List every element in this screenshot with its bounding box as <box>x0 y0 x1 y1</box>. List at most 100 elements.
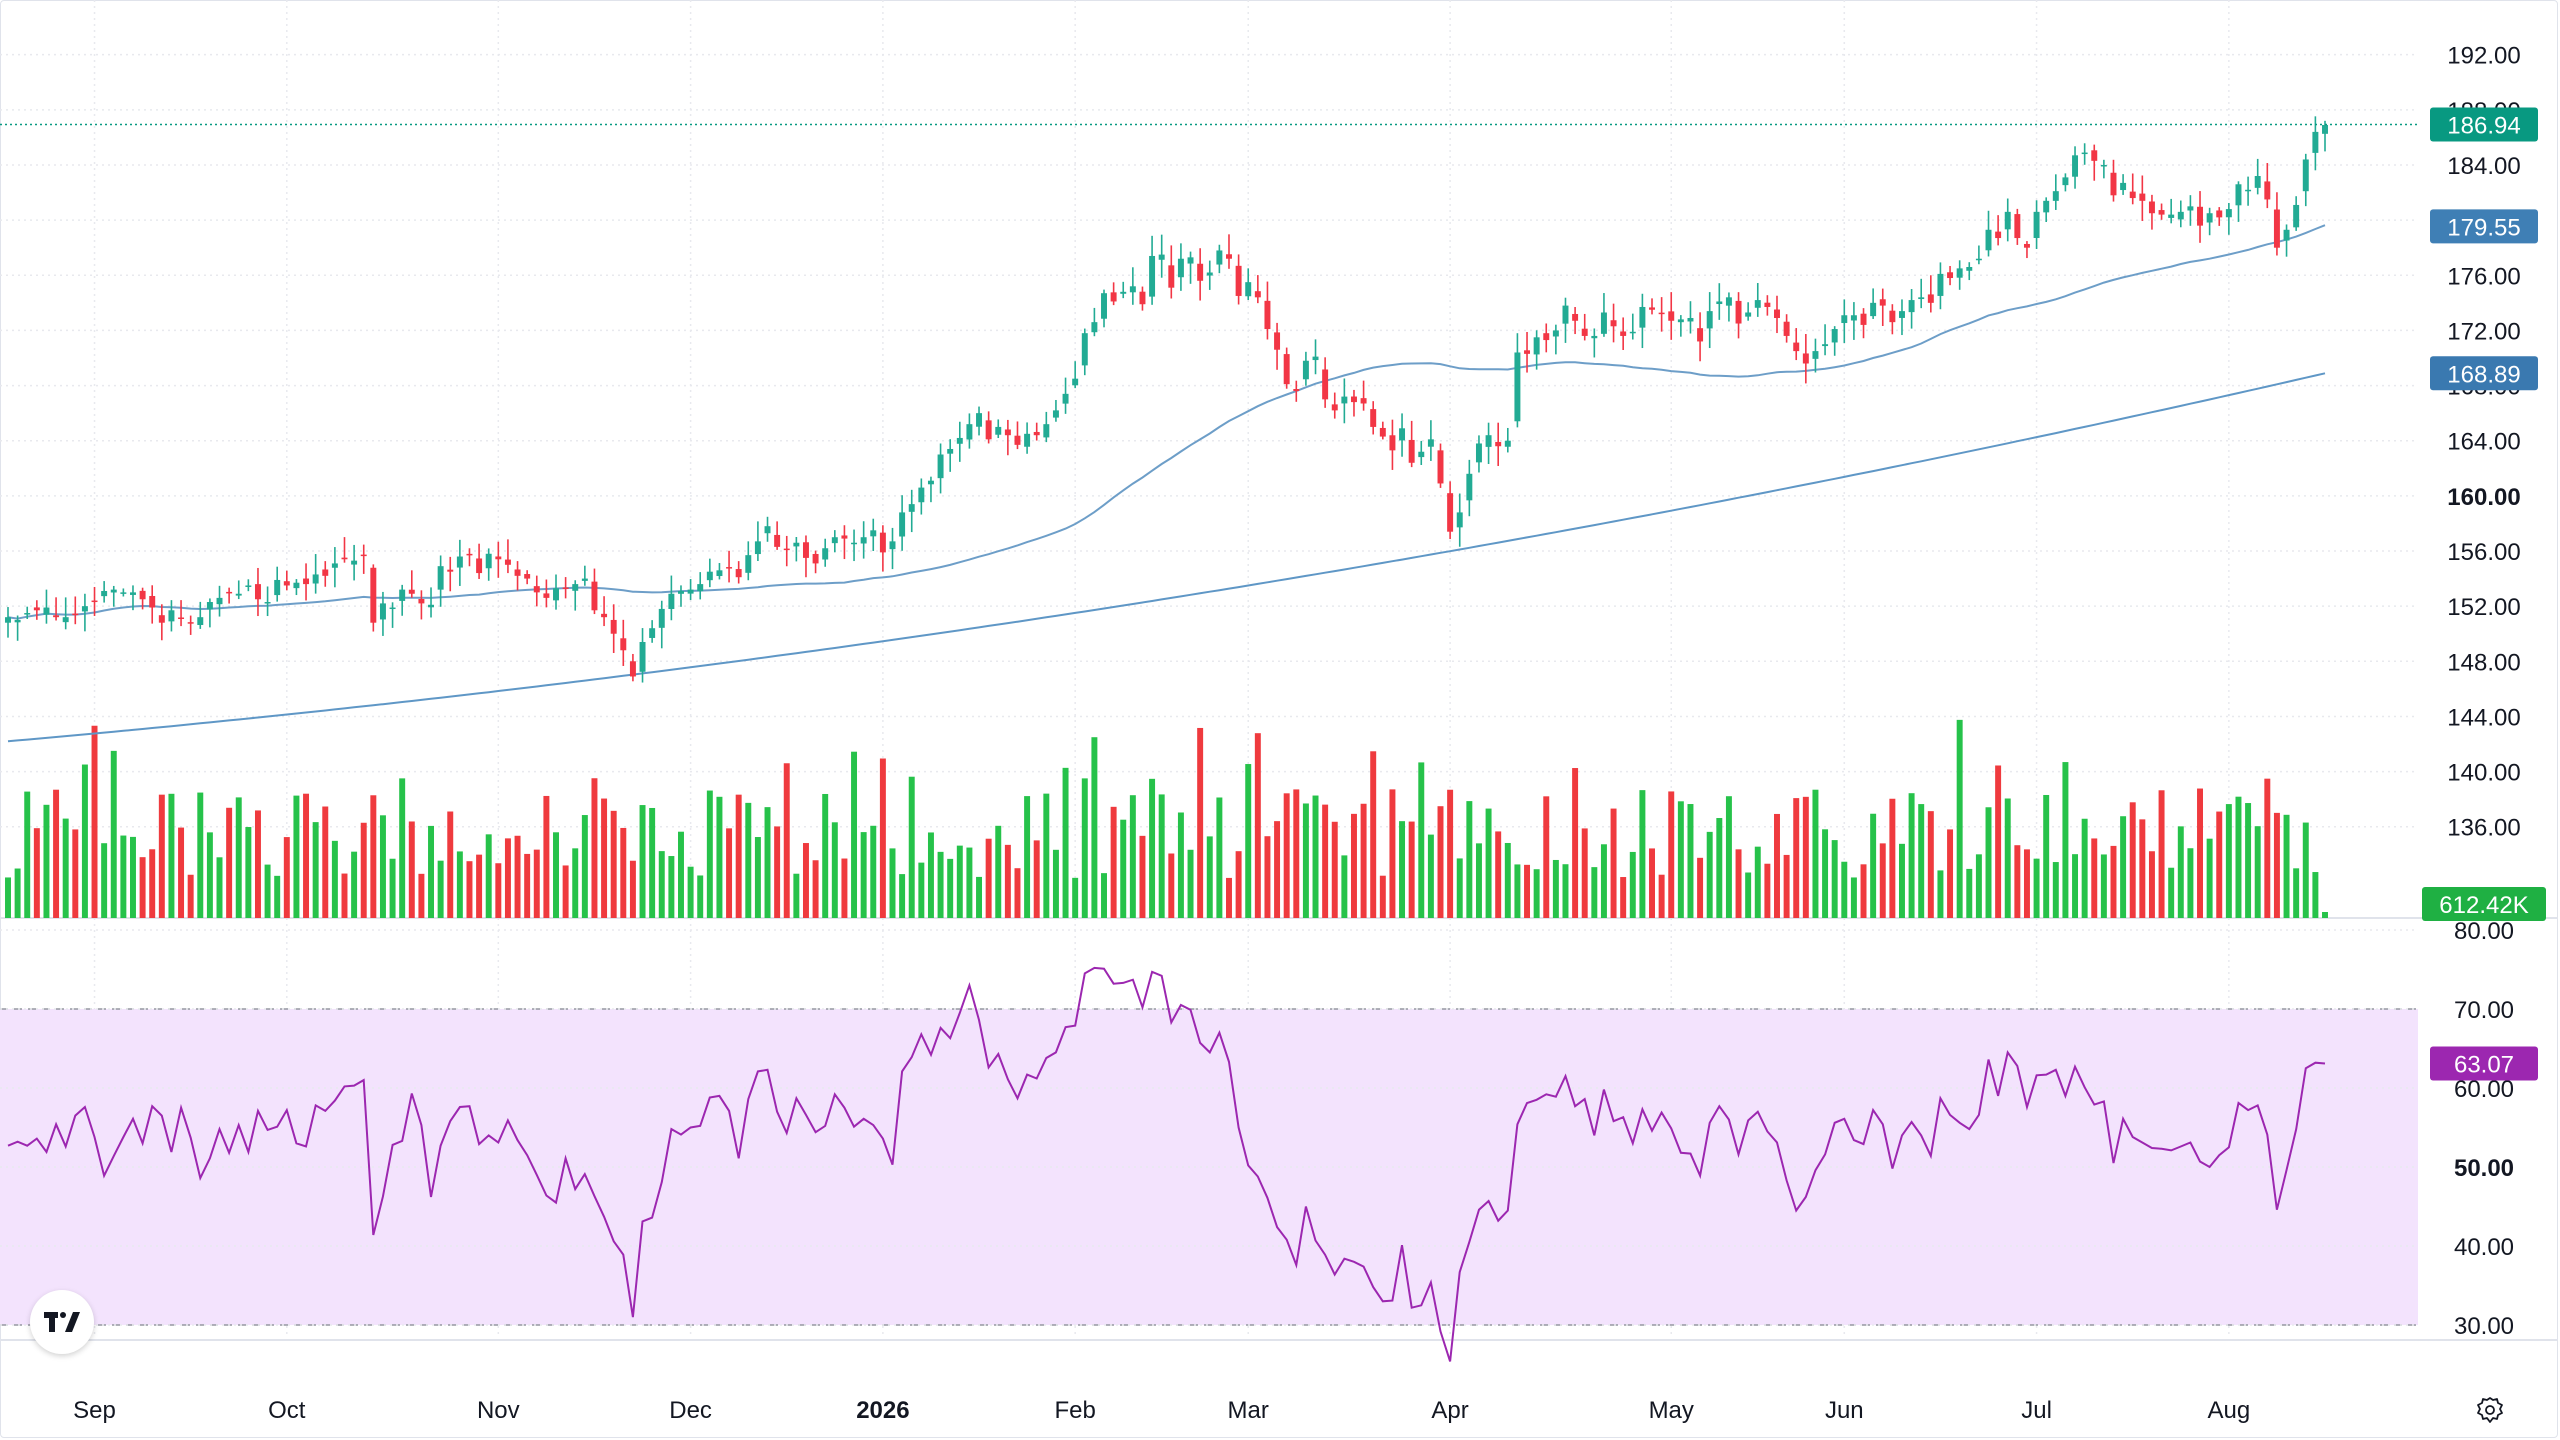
volume-bar <box>2091 838 2098 918</box>
volume-bar <box>504 838 511 918</box>
volume-bar <box>1408 821 1415 918</box>
candle-body <box>956 437 963 444</box>
candle-body <box>2197 206 2203 226</box>
volume-bar <box>168 793 175 918</box>
volume-bar <box>1091 737 1098 918</box>
volume-bar <box>1245 764 1252 918</box>
volume-bar <box>620 827 627 918</box>
candle-body <box>1456 512 1463 528</box>
candle-body <box>437 566 444 590</box>
volume-bar <box>1552 859 1559 918</box>
volume-bar <box>2110 845 2117 918</box>
volume-bar <box>937 851 944 918</box>
volume-bar <box>1052 849 1059 918</box>
candle-body <box>601 613 608 618</box>
volume-bar <box>370 795 377 918</box>
time-axis-label: Sep <box>73 1397 116 1424</box>
candle-body <box>1466 473 1473 501</box>
volume-bar <box>158 794 165 918</box>
candle-body <box>2062 177 2069 186</box>
volume-bar <box>399 778 406 918</box>
time-axis-label: 2026 <box>856 1397 909 1424</box>
candle-body <box>2072 155 2079 177</box>
volume-bar <box>206 832 213 918</box>
volume-tag: 612.42K <box>2439 892 2528 919</box>
volume-bar <box>379 815 386 918</box>
gear-icon[interactable] <box>2472 1392 2508 1428</box>
candle-body <box>81 606 88 612</box>
volume-bar <box>2264 778 2271 918</box>
candle-body <box>2091 150 2098 161</box>
candle-body <box>1600 312 1607 334</box>
tradingview-logo-icon[interactable] <box>30 1290 94 1354</box>
candle-body <box>1004 429 1011 436</box>
candle-body <box>2158 210 2165 215</box>
axes: 192.00188.00184.00180.00176.00172.00168.… <box>73 43 2521 1424</box>
volume-bar <box>2158 790 2165 918</box>
volume-bar <box>216 857 223 918</box>
candle-body <box>2014 214 2021 239</box>
volume-bar <box>1995 765 2002 918</box>
volume-bar <box>149 849 156 918</box>
candle-body <box>1447 493 1454 532</box>
candle-body <box>1408 439 1415 463</box>
volume-bar <box>5 877 11 918</box>
volume-bar <box>754 837 761 918</box>
candle-body <box>524 574 531 579</box>
candle-body <box>1831 329 1838 343</box>
candle-body <box>1706 311 1713 329</box>
candle-body <box>2023 243 2030 248</box>
time-axis-label: Oct <box>268 1397 306 1424</box>
candle-body <box>668 593 675 609</box>
candle-body <box>2206 213 2213 223</box>
moving-averages <box>7 224 2326 743</box>
candle-body <box>649 628 656 638</box>
candle-body <box>1062 393 1069 404</box>
volume-bar <box>1197 727 1204 918</box>
volume-bar <box>1033 840 1040 918</box>
candle-body <box>456 556 463 568</box>
volume-bar <box>1447 789 1454 918</box>
candle-body <box>2254 176 2261 188</box>
volume-bar <box>1475 843 1482 918</box>
candle-body <box>831 537 838 544</box>
volume-bar <box>274 875 281 918</box>
candle-body <box>620 638 627 651</box>
volume-bar <box>1706 831 1713 918</box>
candle-body <box>774 534 781 547</box>
volume-bar <box>1379 875 1386 918</box>
candle-body <box>639 642 646 672</box>
volume-bar <box>1168 853 1175 918</box>
candle-body <box>245 585 252 587</box>
candle-body <box>1985 229 1992 251</box>
volume-bar <box>572 848 579 918</box>
volume-bar <box>860 832 867 918</box>
candle-body <box>1302 360 1309 380</box>
candle-body <box>2129 191 2136 199</box>
candle-body <box>1341 396 1348 404</box>
volume-bar <box>678 831 684 918</box>
volume-bar <box>43 804 50 918</box>
candle-body <box>985 420 992 440</box>
candle-body <box>870 530 877 537</box>
candle-body <box>2245 189 2252 192</box>
volume-bar <box>2235 796 2242 918</box>
candle-body <box>1572 313 1579 321</box>
candle-body <box>1639 306 1646 328</box>
candle-body <box>216 597 223 605</box>
candle-body <box>293 582 300 589</box>
volume-bar <box>120 835 127 918</box>
volume-bar <box>2052 862 2059 918</box>
volume-bar <box>1716 818 1723 918</box>
candle-body <box>822 548 829 560</box>
candle-body <box>283 581 290 586</box>
candle-body <box>1052 410 1059 418</box>
candle-body <box>197 617 204 625</box>
candle-body <box>1072 378 1079 386</box>
price-axis-label: 140.00 <box>2447 760 2520 787</box>
volume-bar <box>658 851 665 918</box>
volume-bar <box>514 835 521 918</box>
rsi-axis-label: 40.00 <box>2454 1234 2514 1261</box>
candle-body <box>1226 254 1232 259</box>
